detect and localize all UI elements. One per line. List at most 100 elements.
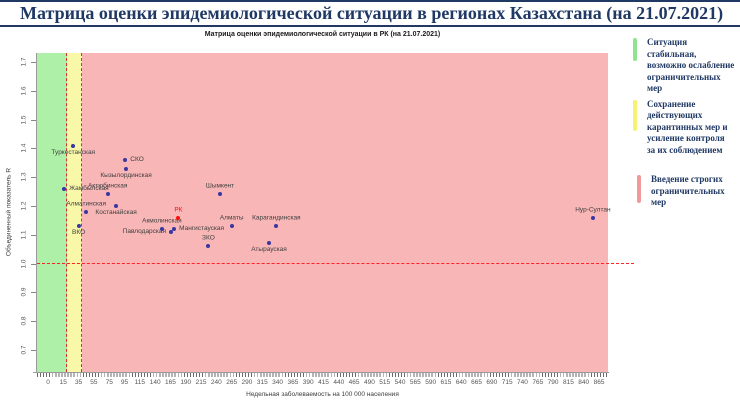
x-tick-label: 265 [226, 379, 238, 386]
legend-item-strict: Введение строгих ограничительных мер [637, 174, 735, 209]
y-tick [31, 292, 36, 294]
y-tick-label: 1.1 [20, 230, 28, 240]
x-tick-label: 0 [46, 379, 50, 386]
data-point [71, 143, 76, 148]
data-point-label: Акмолинская [142, 217, 182, 225]
x-tick-label: 690 [486, 379, 498, 386]
data-point [176, 215, 181, 220]
y-tick [31, 206, 36, 207]
data-point-label: Костанайская [95, 209, 137, 216]
data-point-label: Мангистауская [179, 224, 225, 232]
y-tick [31, 119, 36, 121]
x-tick-label: 665 [471, 379, 482, 386]
data-point [76, 224, 81, 229]
x-tick-label: 415 [318, 379, 329, 386]
x-tick-label: 540 [394, 379, 406, 386]
data-point-label: Кызылординская [100, 171, 152, 179]
y-tick-label: 0.9 [20, 287, 28, 297]
y-tick-label: 1.5 [20, 115, 28, 125]
data-point [159, 227, 164, 232]
y-axis-title: Объединенный показатель R [5, 167, 13, 257]
x-tick-label: 165 [165, 379, 176, 386]
x-tick-label: 440 [333, 379, 345, 386]
x-tick-label: 865 [593, 379, 605, 386]
zone-green [37, 53, 68, 372]
x-tick-label: 190 [180, 379, 192, 386]
r-reference-line [37, 262, 634, 264]
y-tick-label: 1.4 [20, 143, 28, 153]
x-tick-label: 590 [425, 379, 437, 386]
y-tick-label: 0.7 [20, 345, 28, 355]
x-tick-label: 465 [348, 379, 360, 386]
x-tick-label: 565 [409, 379, 421, 386]
x-axis-line [33, 372, 609, 373]
y-tick [31, 321, 36, 323]
data-point-label: РК [174, 206, 183, 214]
legend-item-stable: Ситуация стабильная, возможно ослабление… [633, 37, 735, 95]
legend-swatch-yellow [633, 99, 637, 131]
data-point [267, 241, 272, 246]
x-tick-label: 290 [241, 379, 253, 386]
y-tick-label: 1.2 [20, 201, 28, 211]
y-tick-label: 1.0 [20, 259, 28, 269]
x-tick-label: 115 [134, 379, 146, 386]
data-point [105, 192, 110, 197]
x-tick-label: 95 [120, 379, 129, 386]
y-tick [31, 90, 36, 92]
data-point-label: Нур-Султан [575, 206, 611, 214]
y-tick-label: 1.7 [20, 57, 28, 67]
legend-item-caution: Сохранение действующих карантинных мер и… [633, 99, 735, 157]
threshold-line-1 [66, 53, 68, 372]
x-tick-label: 140 [149, 379, 161, 386]
x-tick-label: 840 [578, 379, 590, 386]
x-tick-label: 215 [195, 379, 207, 386]
data-point [206, 244, 211, 249]
x-tick-label: 490 [363, 379, 375, 386]
y-tick [31, 350, 36, 351]
x-axis-title: Недельная заболеваемость на 100 000 насе… [246, 391, 399, 398]
data-point-label: Алматы [219, 214, 244, 222]
data-point [590, 215, 595, 220]
data-point-label: ВКО [72, 229, 86, 237]
y-axis-line [36, 53, 37, 373]
legend-swatch-red [637, 175, 641, 203]
data-point-label: Актюбинская [87, 182, 128, 190]
data-point-label: ЗКО [202, 234, 215, 242]
zone-yellow [67, 53, 83, 372]
x-tick-label: 740 [517, 379, 528, 386]
data-point [124, 166, 129, 171]
data-point-label: Туркестанская [51, 148, 96, 156]
data-point [218, 192, 223, 197]
threshold-line-2 [81, 53, 83, 372]
data-point [274, 224, 279, 229]
y-tick-label: 0.8 [20, 316, 28, 326]
x-tick-label: 765 [532, 379, 544, 386]
x-tick-label: 15 [59, 379, 67, 386]
data-point [114, 204, 119, 208]
x-tick-label: 790 [547, 379, 559, 386]
x-tick-label: 340 [272, 379, 284, 386]
data-point [84, 209, 89, 214]
legend-label-stable: Ситуация стабильная, возможно ослабление… [647, 37, 735, 93]
legend-label-strict: Введение строгих ограничительных мер [651, 174, 725, 207]
y-tick [31, 148, 36, 150]
data-point-label: Алматинская [66, 200, 107, 208]
y-tick [31, 177, 36, 179]
zone-red [82, 53, 608, 372]
x-tick-label: 715 [501, 379, 513, 386]
x-tick-label: 640 [455, 379, 467, 386]
x-axis-minor-ticks [37, 373, 609, 377]
data-point-label: Жамбылская [69, 184, 109, 192]
data-point [229, 224, 234, 229]
x-tick-label: 75 [105, 379, 113, 386]
legend-label-caution: Сохранение действующих карантинных мер и… [647, 98, 728, 155]
y-tick-label: 1.3 [20, 172, 28, 182]
data-point-label: Павлодарская [122, 227, 167, 235]
chart-title: Матрица оценки эпидемиологической ситуац… [204, 31, 441, 38]
data-point [62, 186, 67, 191]
x-tick-label: 615 [440, 379, 452, 386]
plot-area: Туркестанская СКО Кызылординская Жамбылская… [37, 53, 611, 372]
data-point-label: Карагандинская [252, 214, 301, 222]
